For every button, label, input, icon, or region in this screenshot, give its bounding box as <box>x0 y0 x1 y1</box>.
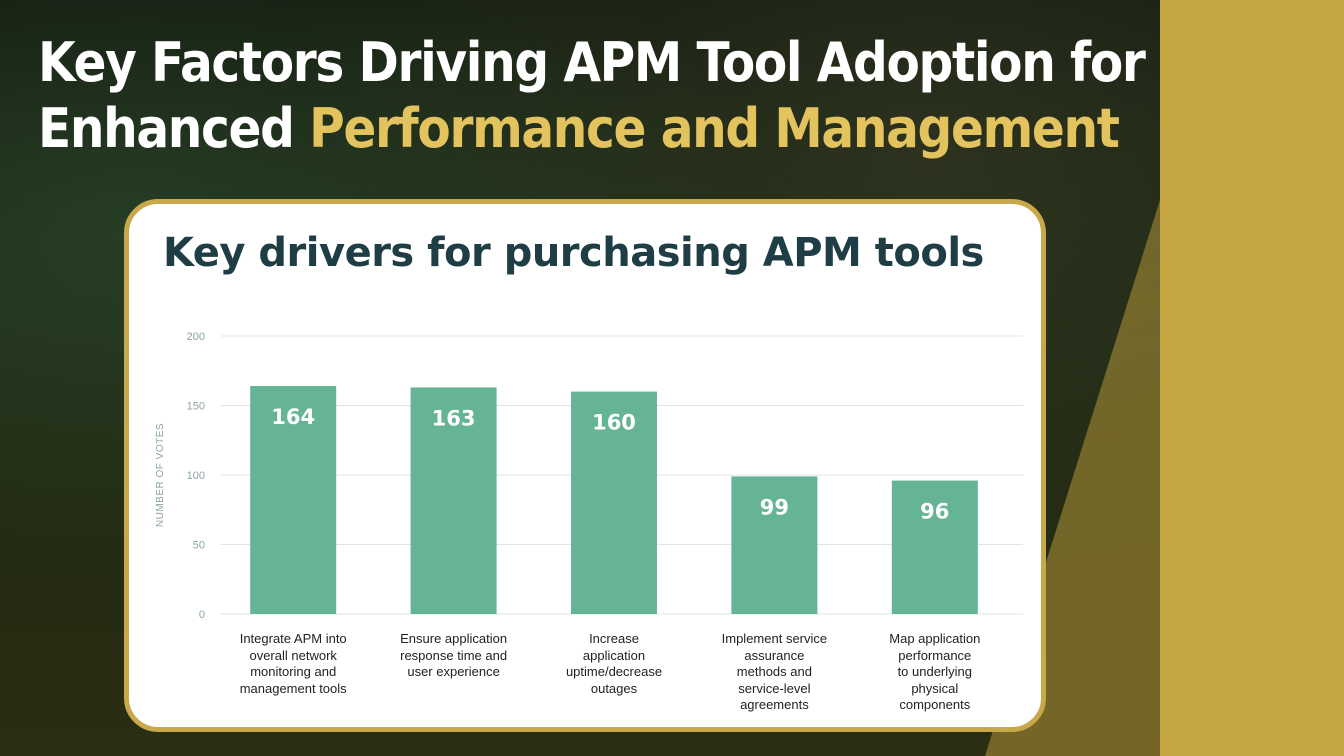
headline-plain: Enhanced <box>38 97 310 160</box>
bar-value-label: 164 <box>271 405 315 429</box>
category-label-line: Map application <box>889 631 981 646</box>
bar-chart: 0 50 100 150 200 NUMBER OF VOTES 164 163 160 99 96 <box>155 331 1023 621</box>
bar-value-label: 96 <box>920 500 949 524</box>
bar-value-label: 163 <box>432 406 476 430</box>
y-tick-label: 150 <box>187 401 205 413</box>
category-label-line: Integrate APM into <box>239 631 347 646</box>
category-label-line: application <box>582 647 646 663</box>
category-label-line: agreements <box>740 697 809 712</box>
category-label-line: user experience <box>407 664 500 679</box>
category-label-line: to underlying <box>897 664 973 679</box>
bar <box>891 480 978 614</box>
bar <box>731 476 818 614</box>
category-label-line: overall network <box>249 647 337 663</box>
gold-side-panel <box>1160 0 1344 756</box>
bar-value-label: 160 <box>592 411 636 435</box>
category-label-line: uptime/decrease <box>565 664 663 679</box>
category-label-line: Ensure application <box>400 631 508 646</box>
category-label-line: Implement service <box>721 631 828 646</box>
y-tick-label: 200 <box>187 331 205 343</box>
headline-line-2: Enhanced Performance and Management <box>38 96 1120 162</box>
category-label-line: monitoring and <box>250 664 337 679</box>
chart-card: Key drivers for purchasing APM tools 0 50… <box>124 199 1046 732</box>
bar-value-label: 99 <box>760 495 789 519</box>
bar <box>571 391 657 614</box>
category-label-line: response time and <box>400 647 508 663</box>
bar <box>250 386 337 614</box>
category-label: Ensure application response time and user … <box>384 631 524 681</box>
category-label-line: performance <box>898 647 972 663</box>
y-tick-label: 0 <box>199 609 205 621</box>
y-tick-label: 100 <box>187 470 205 482</box>
category-label: Implement service assurance methods and ser… <box>704 631 844 714</box>
category-label: Map application performance to underlying p… <box>865 631 1005 714</box>
headline-accent: Performance and Management <box>309 97 1120 160</box>
category-label: Integrate APM into overall network monitor… <box>223 631 363 697</box>
y-tick-label: 50 <box>193 540 205 552</box>
category-label-line: methods and <box>736 664 812 679</box>
category-label-line: Increase <box>589 631 639 646</box>
category-label-line: outages <box>590 680 638 696</box>
category-label-line: management tools <box>239 680 347 696</box>
headline-line-1: Key Factors Driving APM Tool Adoption fo… <box>38 31 1146 94</box>
page-headline: Key Factors Driving APM Tool Adoption fo… <box>38 30 1146 162</box>
category-label-line: physical <box>911 680 959 696</box>
category-label: Increase application uptime/decrease outage… <box>544 631 684 697</box>
bar <box>410 387 497 614</box>
chart-title: Key drivers for purchasing APM tools <box>163 230 984 276</box>
y-axis-label: NUMBER OF VOTES <box>155 423 166 527</box>
category-label-line: service-level <box>738 680 811 696</box>
category-label-line: assurance <box>744 647 805 663</box>
category-label-line: components <box>899 697 971 712</box>
